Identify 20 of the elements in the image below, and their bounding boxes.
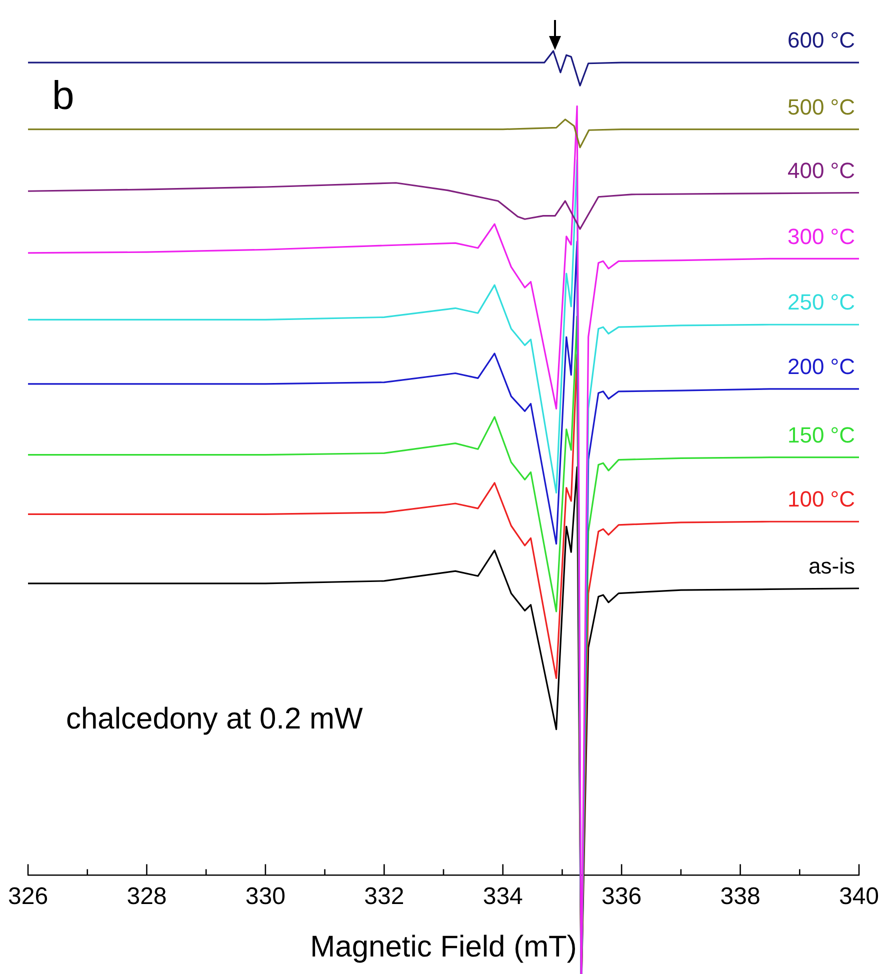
x-axis-title: Magnetic Field (mT) xyxy=(310,930,577,964)
x-tick-label: 336 xyxy=(602,883,642,910)
x-tick-label: 340 xyxy=(838,883,880,910)
series-label: as-is xyxy=(808,553,855,578)
x-tick-label: 326 xyxy=(8,883,48,910)
x-tick-label: 328 xyxy=(126,883,167,910)
annotation: chalcedony at 0.2 mW xyxy=(66,702,364,736)
series-label: 600 °C xyxy=(787,28,856,53)
series-label: 300 °C xyxy=(787,224,856,249)
series-label: 500 °C xyxy=(787,94,856,120)
x-tick-label: 338 xyxy=(720,883,760,910)
series-label: 100 °C xyxy=(787,486,856,512)
series-label: 200 °C xyxy=(787,354,856,379)
series-label: 150 °C xyxy=(787,422,856,448)
series-label: 250 °C xyxy=(787,290,856,315)
x-tick-label: 334 xyxy=(482,883,523,910)
x-tick-label: 332 xyxy=(364,883,404,910)
series-label: 400 °C xyxy=(787,158,856,183)
annotation: b xyxy=(52,74,74,118)
x-tick-label: 330 xyxy=(245,883,286,910)
